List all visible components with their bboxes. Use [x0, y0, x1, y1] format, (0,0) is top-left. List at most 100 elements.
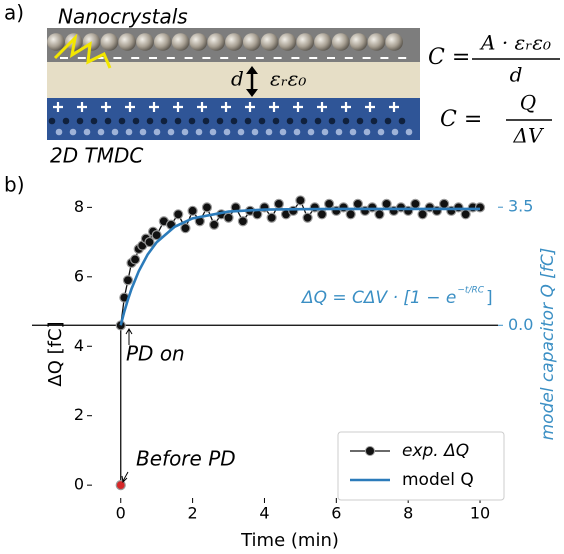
charge-plus: [245, 102, 255, 112]
data-point: [460, 209, 471, 220]
charge-plus: [293, 102, 303, 112]
legend-label: model Q: [402, 470, 474, 490]
data-point: [115, 480, 126, 491]
annotation-arrow: [125, 328, 133, 345]
data-point: [295, 195, 306, 206]
data-point: [316, 209, 328, 220]
atom: [202, 117, 210, 125]
nanocrystal: [189, 33, 208, 51]
data-point: [201, 202, 213, 213]
y-tick-label: 0: [74, 475, 84, 494]
x-tick-label: 2: [188, 504, 198, 523]
equation: ΔQ = CΔV · [1 − e: [300, 288, 456, 308]
atom: [188, 117, 196, 125]
nanocrystal: [385, 33, 404, 51]
data-point: [173, 209, 184, 220]
charge-plus: [53, 102, 63, 112]
data-point: [345, 209, 356, 220]
atom: [125, 128, 133, 136]
data-point: [288, 205, 299, 216]
atom: [244, 117, 252, 125]
data-point: [410, 198, 421, 209]
nanocrystal: [154, 33, 172, 51]
atom: [76, 117, 84, 125]
arrow-head: [246, 66, 258, 74]
top-layer-label: Nanocrystals: [58, 5, 188, 29]
bottom-layer-label: 2D TMDC: [50, 144, 143, 168]
data-point: [324, 198, 335, 209]
data-point: [381, 198, 392, 209]
permittivity: εᵣε₀: [270, 67, 306, 91]
atom: [174, 117, 182, 125]
eq-numerator: Q: [520, 91, 536, 115]
atom: [90, 117, 98, 125]
data-point: [338, 202, 349, 213]
atom: [83, 128, 91, 136]
nanocrystal: [207, 33, 225, 51]
chart: 0 2 4 6 8 10 0 2 4 6 8 0.0 3.5 Time (min) ΔQ [fC] model…: [32, 195, 558, 551]
atom: [384, 117, 392, 125]
atom: [272, 117, 280, 125]
atom: [251, 128, 259, 136]
charge-plus: [317, 102, 327, 112]
x-tick-label: 4: [259, 504, 269, 523]
data-point: [309, 202, 320, 213]
atom: [342, 117, 350, 125]
data-point: [453, 202, 464, 213]
nanocrystal: [47, 33, 65, 51]
y2-tick-label: 3.5: [508, 197, 533, 216]
data-point: [151, 230, 162, 241]
nanocrystal: [243, 33, 261, 51]
atom: [118, 117, 126, 125]
annotation-arrow: [121, 471, 129, 484]
x-tick-label: 10: [470, 504, 490, 523]
panel-label: a): [4, 1, 24, 25]
atom: [279, 128, 287, 136]
nanocrystal: [225, 33, 243, 51]
data-point: [223, 212, 234, 223]
eq-numerator: A · εᵣε₀: [479, 31, 551, 55]
data-point: [187, 205, 198, 216]
atom: [153, 128, 161, 136]
atom: [55, 128, 63, 136]
x-tick-label: 8: [403, 504, 413, 523]
atom: [104, 117, 112, 125]
arrow-head: [246, 89, 258, 97]
nanocrystal: [171, 33, 190, 51]
y-axis-label: ΔQ [fC]: [45, 321, 66, 386]
y-tick-label: 4: [74, 336, 84, 355]
light: [53, 33, 112, 69]
y2-tick-label: 0.0: [508, 315, 533, 334]
eq-denominator: ΔV: [513, 124, 545, 148]
x-axis-label: Time (min): [240, 530, 339, 551]
nanocrystal: [349, 33, 368, 51]
atom: [370, 117, 378, 125]
atom: [307, 128, 315, 136]
atom: [230, 117, 238, 125]
charge-plus: [173, 102, 183, 112]
nanocrystal: [367, 33, 386, 51]
y-tick-label: 6: [74, 266, 84, 285]
y2-axis-label: model capacitor Q [fC]: [538, 248, 558, 441]
atom: [139, 128, 147, 136]
equation-exponent: −t/RC: [457, 286, 484, 296]
atom: [321, 128, 329, 136]
charge-plus: [389, 102, 399, 112]
nanocrystal: [260, 33, 279, 51]
atom: [69, 128, 77, 136]
atom: [195, 128, 203, 136]
panel-label: b): [4, 173, 25, 197]
x-tick-label: 0: [116, 504, 126, 523]
atom: [300, 117, 308, 125]
atom: [209, 128, 217, 136]
data-point: [122, 275, 134, 286]
schematic: a) Nanocrystals 2D TMDC d εᵣε₀ C = A · ε…: [4, 1, 560, 168]
charge-plus: [221, 102, 231, 112]
atom: [160, 117, 168, 125]
atom: [97, 128, 105, 136]
data-point: [130, 254, 141, 265]
atom: [328, 117, 336, 125]
charge-plus: [125, 102, 135, 112]
data-point: [266, 212, 277, 223]
charge-plus: [101, 102, 111, 112]
